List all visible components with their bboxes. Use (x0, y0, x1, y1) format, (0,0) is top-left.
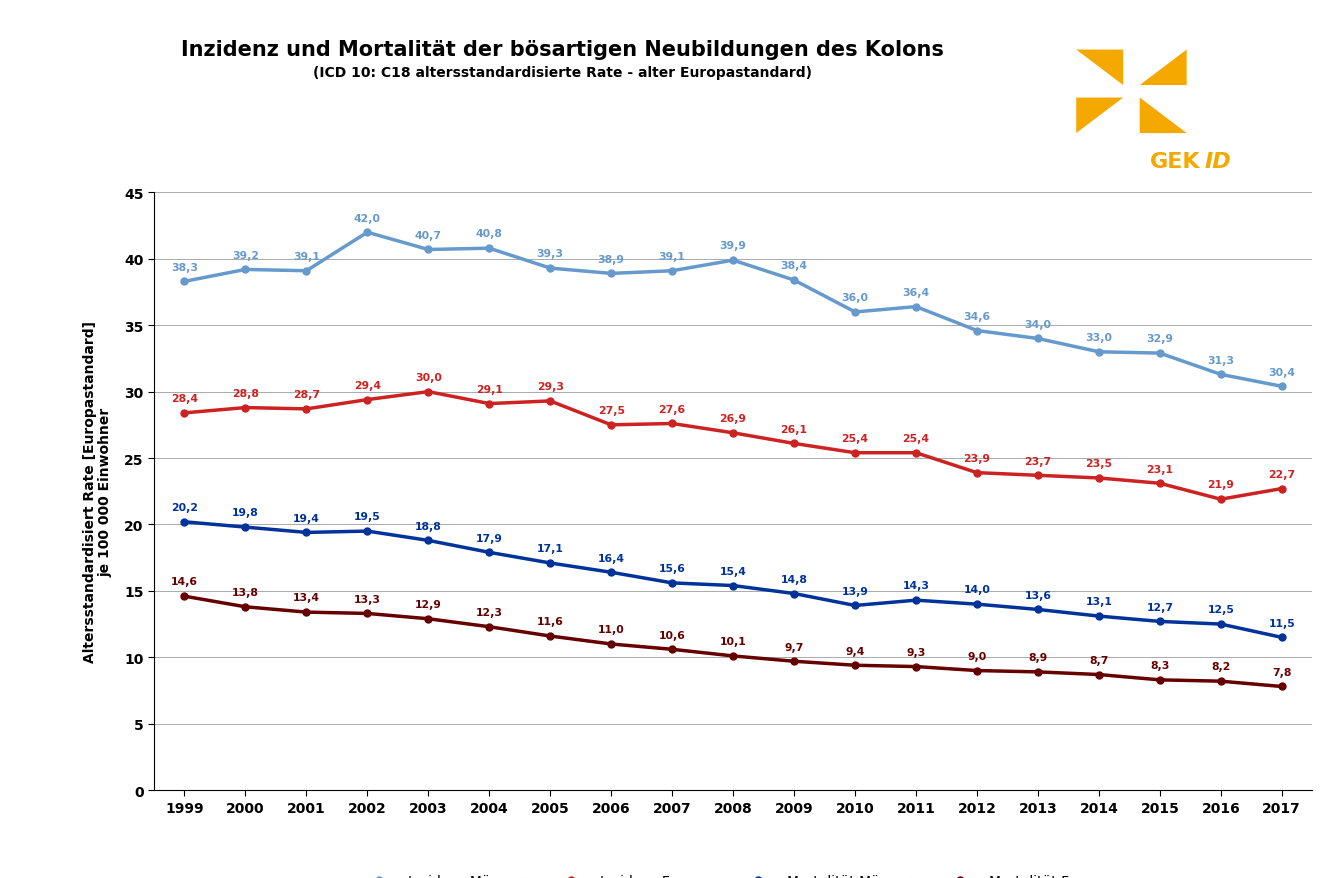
Text: 12,7: 12,7 (1146, 602, 1173, 612)
Text: 36,0: 36,0 (841, 293, 869, 303)
Text: 34,0: 34,0 (1024, 320, 1051, 329)
Text: 38,4: 38,4 (781, 261, 807, 271)
Text: 27,6: 27,6 (659, 404, 686, 414)
Text: 13,9: 13,9 (842, 587, 869, 596)
Text: 26,9: 26,9 (719, 414, 747, 423)
Text: (ICD 10: C18 altersstandardisierte Rate - alter Europastandard): (ICD 10: C18 altersstandardisierte Rate … (313, 66, 811, 80)
Legend: Inzidenz Männer, Inzidenz Frauen, Mortalität Männer, Mortalität Frauen: Inzidenz Männer, Inzidenz Frauen, Mortal… (352, 869, 1114, 878)
Text: 23,5: 23,5 (1086, 458, 1113, 469)
Text: 21,9: 21,9 (1208, 480, 1235, 490)
Text: 10,1: 10,1 (720, 637, 746, 646)
Text: 15,6: 15,6 (659, 564, 686, 573)
Text: 38,3: 38,3 (171, 263, 198, 272)
Text: 15,4: 15,4 (719, 566, 747, 576)
Polygon shape (1139, 50, 1186, 86)
Polygon shape (1077, 98, 1123, 134)
Polygon shape (1077, 50, 1123, 86)
Text: 23,7: 23,7 (1024, 456, 1051, 466)
Text: 10,6: 10,6 (659, 630, 686, 640)
Text: 7,8: 7,8 (1272, 667, 1291, 677)
Text: 12,5: 12,5 (1208, 605, 1235, 615)
Text: 12,3: 12,3 (475, 608, 502, 617)
Text: 19,8: 19,8 (232, 507, 258, 518)
Text: 28,8: 28,8 (232, 388, 258, 399)
Text: 11,0: 11,0 (597, 624, 624, 635)
Text: ID: ID (1205, 151, 1232, 171)
Text: 9,3: 9,3 (907, 647, 925, 657)
Text: 28,7: 28,7 (293, 390, 320, 399)
Text: 8,2: 8,2 (1210, 662, 1231, 672)
Text: 11,6: 11,6 (537, 616, 564, 627)
Text: 12,9: 12,9 (415, 600, 442, 609)
Text: 26,1: 26,1 (781, 424, 807, 435)
Text: 34,6: 34,6 (963, 312, 991, 321)
Text: 39,1: 39,1 (293, 252, 320, 262)
Text: 9,7: 9,7 (785, 642, 803, 651)
Text: 16,4: 16,4 (597, 553, 625, 563)
Polygon shape (1139, 98, 1186, 134)
Text: 13,6: 13,6 (1024, 590, 1051, 600)
Text: 18,8: 18,8 (415, 521, 442, 531)
Text: 29,4: 29,4 (353, 380, 380, 391)
Text: 13,1: 13,1 (1086, 597, 1113, 607)
Text: 23,9: 23,9 (964, 453, 991, 464)
Y-axis label: Altersstandardisiert Rate [Europastandard]
je 100 000 Einwohner: Altersstandardisiert Rate [Europastandar… (83, 320, 112, 663)
Text: 19,4: 19,4 (293, 513, 320, 523)
Text: 13,3: 13,3 (353, 594, 380, 604)
Text: 8,7: 8,7 (1089, 655, 1109, 665)
Polygon shape (1119, 83, 1144, 101)
Text: 29,3: 29,3 (537, 382, 564, 392)
Text: 25,4: 25,4 (841, 434, 869, 443)
Text: 8,9: 8,9 (1028, 652, 1047, 662)
Text: 11,5: 11,5 (1268, 618, 1295, 628)
Text: 8,3: 8,3 (1150, 660, 1169, 671)
Text: 25,4: 25,4 (902, 434, 929, 443)
Text: 14,6: 14,6 (171, 577, 198, 587)
Text: 14,0: 14,0 (964, 585, 991, 594)
Text: 14,8: 14,8 (781, 574, 807, 584)
Text: 40,8: 40,8 (475, 229, 502, 239)
Text: 9,4: 9,4 (845, 646, 865, 656)
Text: 36,4: 36,4 (902, 288, 929, 298)
Text: 17,9: 17,9 (475, 533, 502, 543)
Text: 13,8: 13,8 (232, 587, 258, 597)
Text: 20,2: 20,2 (171, 502, 198, 513)
Text: 29,1: 29,1 (475, 385, 502, 394)
Text: 31,3: 31,3 (1208, 356, 1235, 365)
Text: 33,0: 33,0 (1086, 333, 1113, 342)
Text: 39,2: 39,2 (232, 250, 258, 261)
Text: 23,1: 23,1 (1146, 464, 1173, 474)
Text: 17,1: 17,1 (537, 543, 564, 554)
Text: 30,4: 30,4 (1268, 367, 1295, 378)
Text: 42,0: 42,0 (353, 213, 380, 223)
Text: 32,9: 32,9 (1146, 334, 1173, 344)
Text: 9,0: 9,0 (967, 651, 987, 661)
Text: 39,9: 39,9 (719, 241, 747, 251)
Text: 27,5: 27,5 (597, 406, 625, 415)
Text: 40,7: 40,7 (415, 231, 442, 241)
Text: 22,7: 22,7 (1268, 470, 1295, 479)
Text: 38,9: 38,9 (597, 255, 624, 264)
Text: 30,0: 30,0 (415, 372, 442, 383)
Text: 13,4: 13,4 (293, 593, 320, 602)
Text: GEK: GEK (1149, 151, 1200, 171)
Text: Inzidenz und Mortalität der bösartigen Neubildungen des Kolons: Inzidenz und Mortalität der bösartigen N… (181, 40, 944, 60)
Text: 14,3: 14,3 (902, 580, 929, 591)
Text: 19,5: 19,5 (353, 512, 380, 522)
Text: 39,1: 39,1 (659, 252, 686, 262)
Text: 39,3: 39,3 (537, 249, 564, 259)
Text: 28,4: 28,4 (171, 393, 198, 404)
